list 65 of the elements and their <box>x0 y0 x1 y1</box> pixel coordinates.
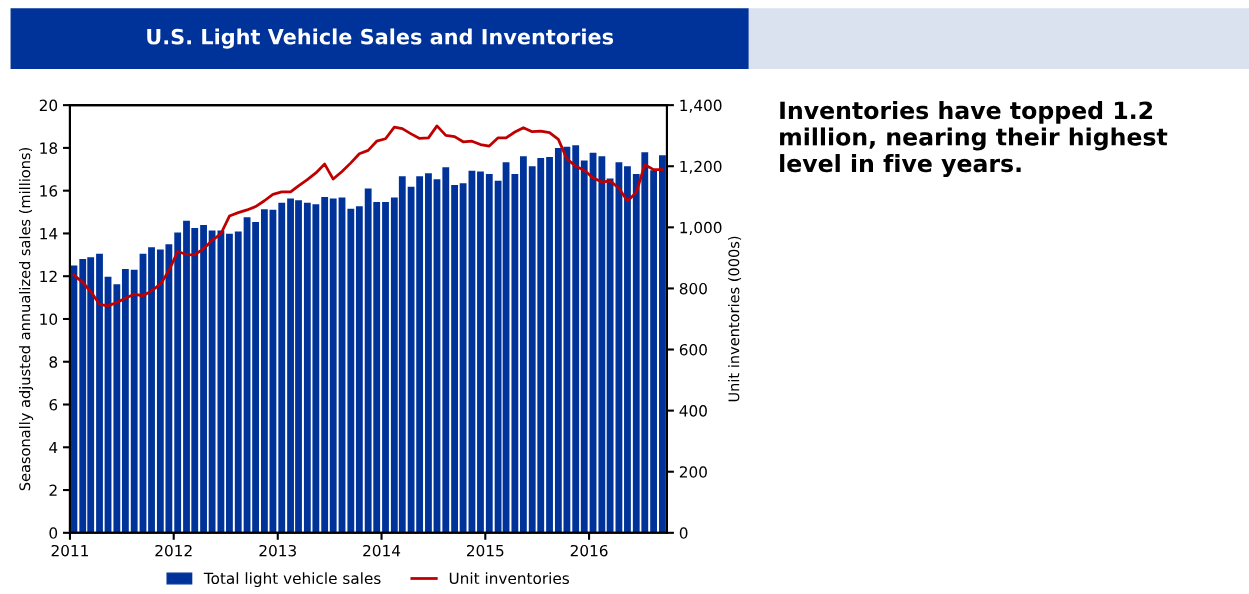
y2-tick-label: 1,400 <box>680 99 722 113</box>
x-tick-label: 2013 <box>259 544 296 557</box>
bar <box>347 208 355 533</box>
y-tick-label: 18 <box>40 142 58 154</box>
bar <box>226 233 233 533</box>
y2-tick-label: 0 <box>679 527 688 539</box>
y-tick-label: 0 <box>49 527 58 539</box>
y-axis-title: Seasonally adjusted annualized sales (millions) <box>19 147 34 491</box>
y-tick-label: 8 <box>49 356 58 368</box>
bar <box>260 209 268 533</box>
y-tick-label: 6 <box>49 398 58 411</box>
chart-title: U.S. Light Vehicle Sales and Inventories <box>147 28 614 49</box>
y-tick-label: 4 <box>49 441 58 454</box>
y-tick-label: 10 <box>40 313 58 325</box>
bar <box>519 156 527 533</box>
line-series <box>72 124 664 308</box>
bar <box>650 170 658 533</box>
bar <box>580 160 588 533</box>
text: Inventories have topped 1.2 million, nearing their highest level in five years. <box>780 100 1168 178</box>
bar <box>234 231 242 533</box>
bar <box>278 202 286 533</box>
bar <box>425 173 432 533</box>
bar <box>96 253 103 533</box>
bar <box>200 224 207 533</box>
y2-tick-label: 400 <box>679 405 707 417</box>
y-tick-label: 16 <box>40 185 58 197</box>
bar <box>624 166 631 533</box>
bar <box>606 178 614 533</box>
bar <box>451 184 459 533</box>
bar <box>130 269 138 533</box>
bar <box>321 196 329 533</box>
bar <box>329 198 337 533</box>
x-tick-label: 2012 <box>155 544 192 557</box>
bar <box>477 171 484 533</box>
x-tick-label: 2011 <box>51 544 88 557</box>
bar <box>459 183 467 533</box>
legend-label: Unit inventories <box>449 572 569 585</box>
y-tick-label: 20 <box>39 99 58 112</box>
y2-tick-label: 1,000 <box>680 221 722 235</box>
x-tick-label: 2015 <box>466 544 504 557</box>
bar <box>174 232 182 533</box>
y-tick-label: 14 <box>40 228 58 240</box>
y2-tick-label: 1,200 <box>680 160 722 174</box>
bar <box>659 155 666 533</box>
bar <box>572 145 580 533</box>
bar <box>546 156 553 533</box>
bar <box>148 247 155 533</box>
bar <box>382 202 389 533</box>
y2-tick-label: 200 <box>679 466 707 478</box>
bar <box>113 284 121 533</box>
bar <box>485 173 493 533</box>
bar <box>121 268 129 533</box>
legend-label: Total light vehicle sales <box>203 572 381 588</box>
bar <box>442 167 450 533</box>
y-tick-label: 2 <box>49 484 57 496</box>
bar <box>598 156 606 533</box>
bar <box>511 173 519 533</box>
x-tick-label: 2016 <box>570 544 608 557</box>
bar <box>355 206 363 533</box>
y2-tick-label: 800 <box>679 282 707 295</box>
y2-tick-label: 600 <box>679 343 707 356</box>
bar <box>252 222 259 533</box>
y-tick-label: 12 <box>40 270 57 283</box>
y2-axis-title: Unit inventories (000s) <box>728 236 742 402</box>
x-tick-label: 2014 <box>363 544 401 557</box>
